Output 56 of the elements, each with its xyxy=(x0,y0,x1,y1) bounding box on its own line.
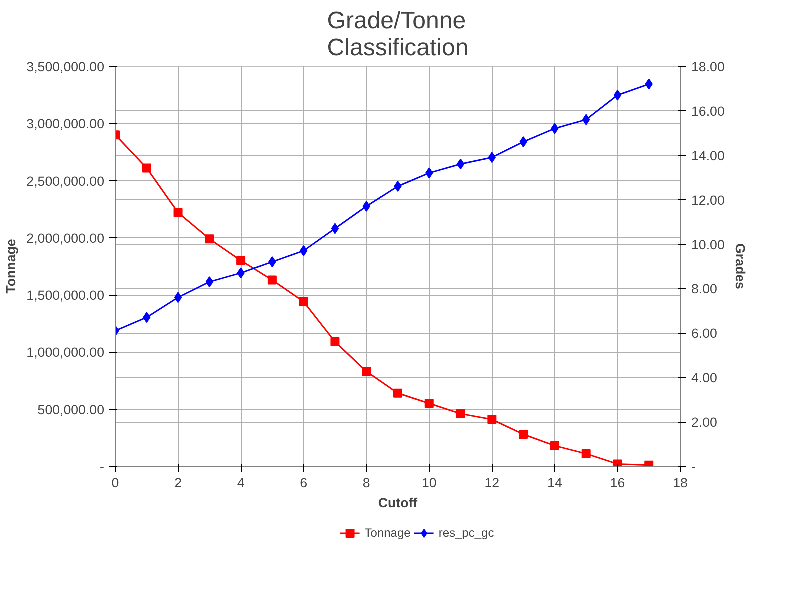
y-tick-label: 3,500,000.00 xyxy=(26,60,105,74)
point xyxy=(519,430,528,439)
x-tick-label: 2 xyxy=(174,476,182,490)
y-tick-label: 3,000,000.00 xyxy=(26,116,105,132)
y2-tick-label: 18.00 xyxy=(692,60,725,74)
point xyxy=(362,201,370,212)
y2-tick-label: 4.00 xyxy=(692,370,718,386)
x-tick-label: 18 xyxy=(673,476,688,490)
point xyxy=(174,292,182,304)
point xyxy=(331,223,340,234)
point xyxy=(614,90,622,101)
point xyxy=(330,337,340,346)
point xyxy=(394,388,402,398)
point xyxy=(424,399,434,408)
y2-axis-title: Grades xyxy=(732,244,748,290)
point xyxy=(456,409,466,418)
x-tick-label: 14 xyxy=(548,476,563,490)
point xyxy=(456,158,465,170)
y-axis-title: Tonnage xyxy=(4,239,19,294)
y2-tick-label: 12.00 xyxy=(692,192,725,208)
point xyxy=(142,164,152,173)
point xyxy=(582,449,591,458)
point xyxy=(550,441,560,450)
point xyxy=(299,297,308,306)
y2-tick-label: 6.00 xyxy=(692,326,718,342)
point xyxy=(174,208,183,218)
x-tick-label: 4 xyxy=(237,476,246,490)
x-tick-label: 6 xyxy=(300,476,308,490)
point xyxy=(362,367,372,376)
x-axis-title: Cutoff xyxy=(378,496,418,510)
y-tick-label: 1,000,000.00 xyxy=(26,345,105,360)
x-tick-label: 16 xyxy=(610,476,626,490)
y2-tick-label: 8.00 xyxy=(692,282,718,297)
x-tick-label: 12 xyxy=(484,476,500,490)
legend-label: Tonnage xyxy=(364,526,411,540)
chart-title: Grade/Tonne Classification xyxy=(327,8,469,62)
x-tick-label: 8 xyxy=(362,476,370,490)
point xyxy=(488,415,497,424)
y2-tick-label: 2.00 xyxy=(692,415,718,430)
x-tick-label: 10 xyxy=(422,476,437,490)
point xyxy=(236,256,246,266)
y2-tick-label: 14.00 xyxy=(692,148,725,164)
y2-tick-label: - xyxy=(692,460,696,474)
point xyxy=(205,234,214,244)
y-tick-label: 2,500,000.00 xyxy=(26,174,105,189)
y-tick-label: - xyxy=(100,460,105,474)
x-tick-label: 0 xyxy=(112,476,120,490)
point xyxy=(268,276,277,285)
y-tick-label: 2,000,000.00 xyxy=(26,230,105,246)
y2-tick-label: 10.00 xyxy=(692,237,725,252)
y2-tick-label: 16.00 xyxy=(692,104,725,119)
legend-label: res_pc_gc xyxy=(438,526,494,540)
y-tick-label: 500,000.00 xyxy=(38,402,105,418)
y-tick-label: 1,500,000.00 xyxy=(26,288,105,304)
point xyxy=(613,460,622,466)
point xyxy=(394,181,402,192)
